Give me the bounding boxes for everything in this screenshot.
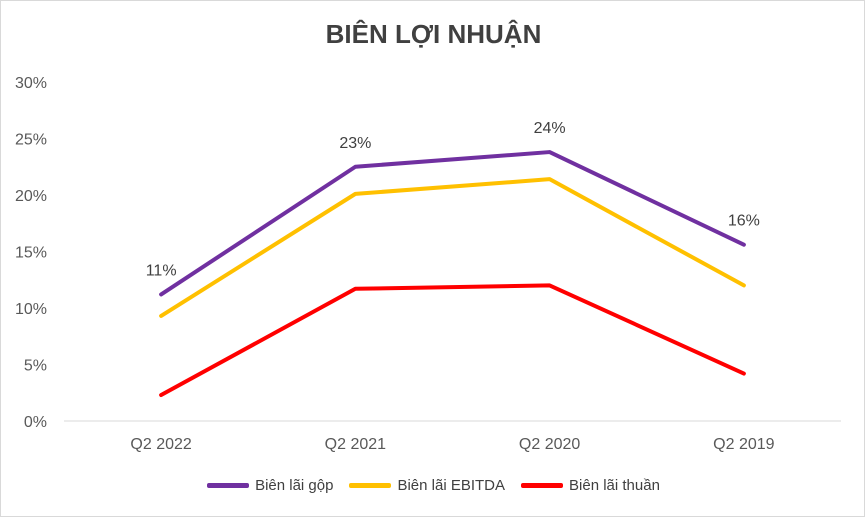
legend-item: Biên lãi thuần — [521, 477, 660, 494]
legend-label: Biên lãi thuần — [569, 477, 660, 494]
y-tick-label: 10% — [15, 301, 47, 318]
legend-swatch — [207, 483, 250, 488]
y-tick-label: 25% — [15, 132, 47, 149]
legend-swatch — [349, 483, 392, 488]
y-tick-label: 5% — [24, 358, 47, 375]
y-tick-label: 30% — [15, 75, 47, 92]
legend-swatch — [521, 483, 564, 488]
legend-item: Biên lãi EBITDA — [349, 477, 505, 494]
series-line — [159, 283, 746, 398]
x-tick-label: Q2 2020 — [519, 436, 580, 453]
chart-legend: Biên lãi gộp Biên lãi EBITDA Biên lãi thuầ… — [1, 477, 865, 494]
series-line — [159, 177, 746, 318]
data-label: 16% — [728, 213, 760, 230]
x-tick-label: Q2 2022 — [130, 436, 191, 453]
legend-label: Biên lãi EBITDA — [397, 477, 506, 494]
y-tick-label: 0% — [24, 414, 47, 431]
x-tick-label: Q2 2021 — [325, 436, 386, 453]
x-tick-label: Q2 2019 — [713, 436, 774, 453]
legend-item: Biên lãi gộp — [207, 477, 333, 494]
y-tick-label: 15% — [15, 245, 47, 262]
series-line — [159, 150, 746, 297]
data-label: 24% — [534, 120, 566, 137]
data-label: 23% — [339, 135, 371, 152]
chart-title: BIÊN LỢI NHUẬN — [325, 19, 542, 49]
y-tick-label: 20% — [15, 188, 47, 205]
data-label: 11% — [146, 262, 177, 279]
legend-label: Biên lãi gộp — [255, 477, 334, 494]
